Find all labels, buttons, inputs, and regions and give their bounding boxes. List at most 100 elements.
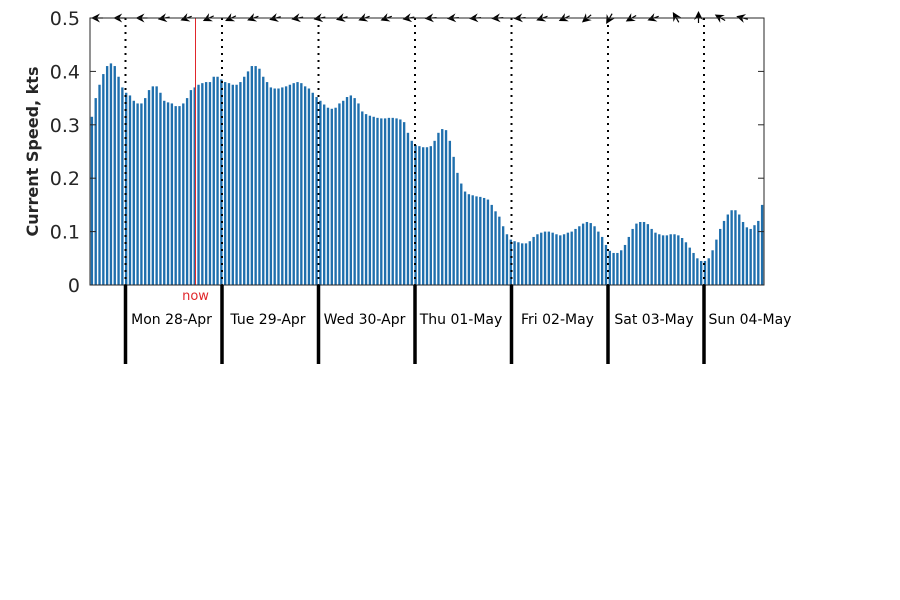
bar — [315, 97, 318, 285]
bar — [227, 83, 231, 286]
bar — [749, 228, 752, 285]
bar — [338, 103, 341, 285]
bar — [124, 92, 128, 285]
arrow-head — [714, 14, 725, 23]
y-axis-label: Current Speed, kts — [23, 67, 42, 237]
bar — [463, 191, 467, 285]
bar — [166, 102, 170, 286]
arrow-head — [558, 13, 569, 22]
bar — [326, 107, 330, 286]
arrow-head — [625, 13, 636, 22]
bar — [741, 221, 745, 285]
bar — [250, 66, 254, 285]
bar — [677, 235, 680, 285]
bar — [368, 115, 372, 285]
y-tick-label: 0.5 — [50, 8, 80, 30]
bar — [719, 228, 722, 285]
bar — [593, 226, 596, 285]
bar — [574, 228, 577, 285]
bar — [559, 235, 562, 285]
bar — [738, 214, 741, 285]
bar — [235, 84, 238, 285]
bar — [208, 82, 212, 285]
bar — [661, 235, 665, 285]
bar — [562, 234, 566, 285]
bar — [585, 221, 589, 285]
bar — [391, 117, 394, 285]
bar — [98, 84, 101, 285]
bar — [193, 87, 196, 285]
bar — [581, 223, 585, 285]
direction-arrow — [581, 13, 592, 23]
now-label: now — [182, 289, 209, 304]
bar — [182, 103, 185, 285]
bar — [425, 147, 429, 285]
bar — [501, 226, 505, 285]
y-tick-label: 0.4 — [50, 61, 80, 83]
bar — [246, 71, 250, 286]
bar — [665, 235, 669, 285]
bar — [688, 247, 691, 285]
day-label: Sat 03-May — [614, 312, 693, 328]
bar — [201, 83, 204, 286]
bar — [178, 106, 181, 285]
bar — [757, 220, 760, 285]
bar — [460, 183, 463, 285]
bar — [105, 66, 109, 285]
bar — [486, 199, 490, 285]
arrow-head — [180, 13, 191, 22]
day-divider-lines — [124, 18, 705, 285]
day-markers: Mon 28-Apr Tue 29-Apr Wed 30-Apr Thu 01-May… — [123, 285, 792, 364]
bar — [387, 117, 391, 285]
bar — [513, 241, 516, 285]
direction-arrow — [606, 13, 615, 25]
bar — [646, 224, 650, 285]
bar — [597, 231, 600, 285]
bar — [284, 86, 288, 285]
arrow-head — [269, 13, 279, 22]
bar — [498, 216, 501, 285]
bar — [654, 232, 657, 285]
bar — [566, 232, 570, 285]
bar — [745, 227, 749, 285]
bar — [292, 83, 295, 286]
arrow-head — [581, 13, 592, 23]
arrow-head — [606, 14, 615, 25]
bar — [437, 132, 440, 285]
bar — [144, 98, 147, 285]
bar — [722, 220, 726, 285]
bar — [155, 86, 158, 285]
bar — [467, 194, 471, 285]
bar — [639, 221, 642, 285]
bar — [631, 228, 634, 285]
bar — [296, 82, 299, 285]
arrow-head — [247, 13, 258, 22]
bar — [159, 92, 162, 285]
bar — [349, 95, 353, 286]
bar — [334, 107, 337, 286]
bar — [410, 140, 413, 285]
bar — [482, 197, 486, 285]
arrow-head — [380, 13, 391, 22]
arrow-head — [536, 13, 547, 22]
bar — [109, 63, 113, 285]
bar — [372, 116, 375, 285]
y-tick-label: 0.1 — [50, 222, 80, 244]
bar — [399, 119, 402, 286]
bar — [543, 231, 547, 285]
bar — [673, 234, 676, 285]
bar — [650, 228, 653, 285]
bar — [136, 103, 139, 285]
bar — [269, 87, 273, 285]
bar — [540, 232, 543, 285]
plot-area-frame — [89, 17, 765, 286]
bar — [479, 196, 482, 285]
bar — [395, 118, 398, 285]
bar — [711, 250, 714, 285]
bar — [452, 156, 455, 285]
bar — [262, 76, 265, 286]
bar — [273, 88, 276, 286]
arrow-head — [335, 13, 346, 22]
day-label: Sun 04-May — [709, 312, 792, 328]
